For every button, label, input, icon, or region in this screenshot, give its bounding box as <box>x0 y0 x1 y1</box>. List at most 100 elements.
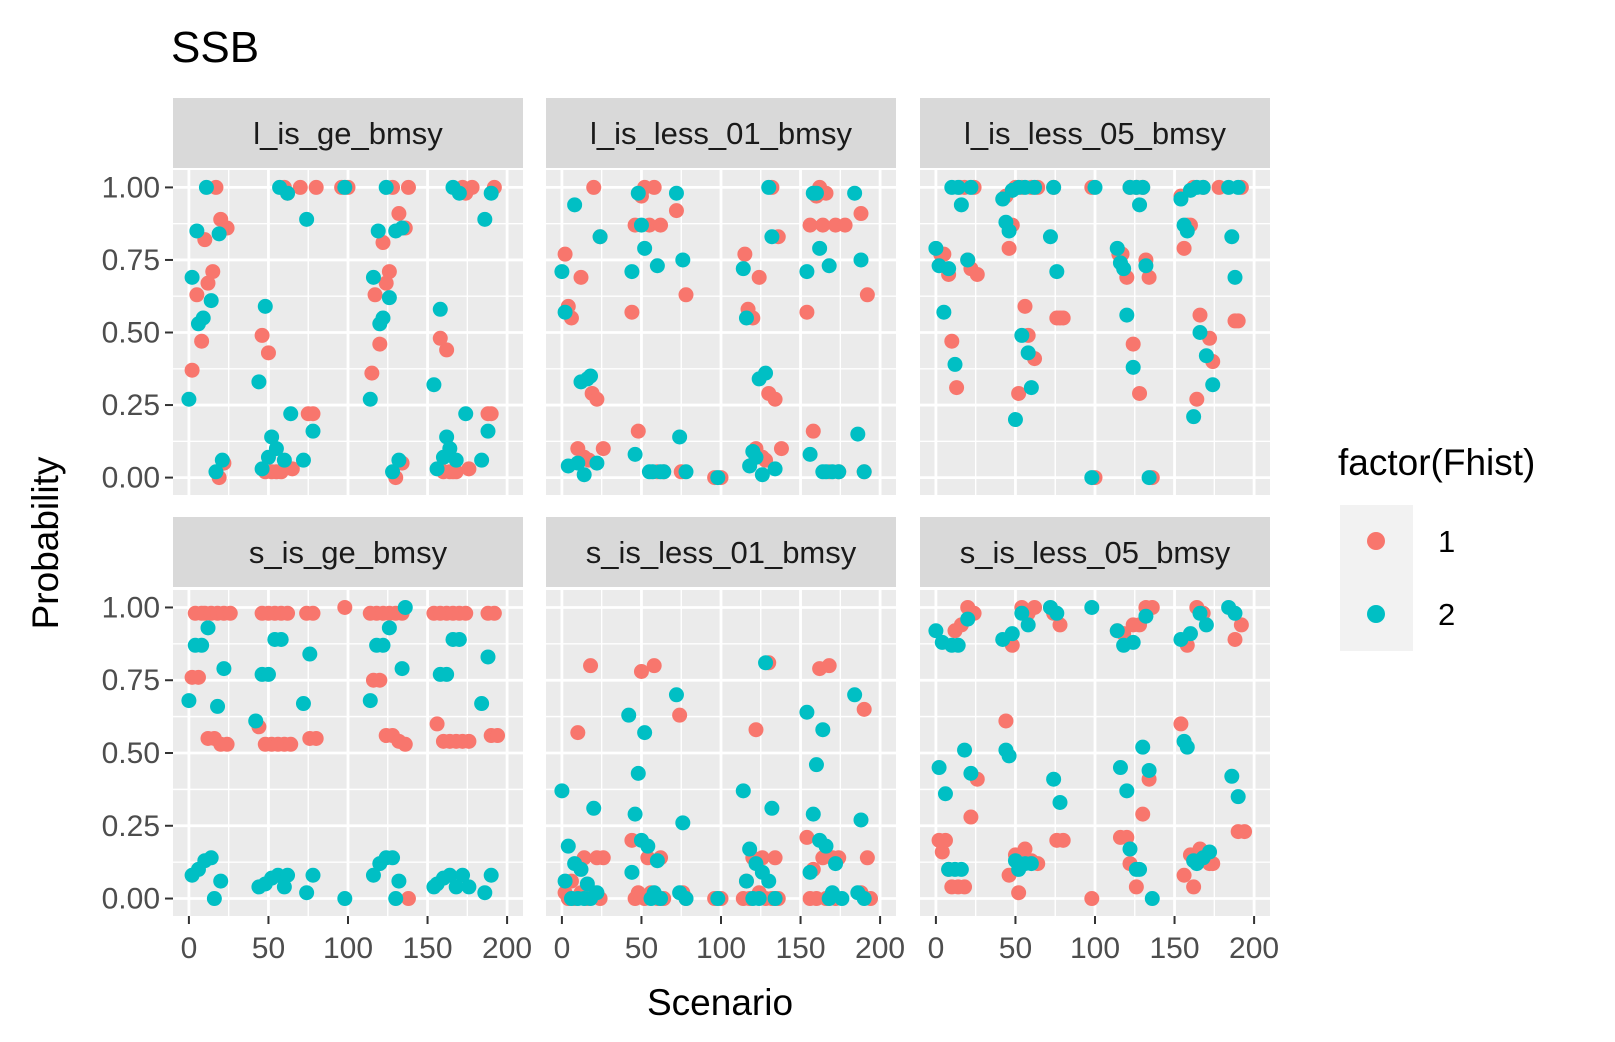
data-point <box>630 423 646 439</box>
data-point <box>302 646 318 662</box>
data-point <box>649 258 665 274</box>
data-point <box>1042 229 1058 245</box>
data-point <box>194 333 210 349</box>
x-tick-label: 100 <box>323 932 373 965</box>
data-point <box>1011 885 1027 901</box>
facet-panel-s_is_less_01_bmsy: s_is_less_01_bmsy 0 50 100 150 200 <box>546 517 905 965</box>
data-point <box>1192 325 1208 340</box>
data-point <box>364 365 380 381</box>
data-point <box>1004 626 1020 642</box>
data-point <box>937 786 953 802</box>
facet-strip-label: l_is_ge_bmsy <box>253 116 443 151</box>
data-point <box>627 806 643 822</box>
data-point <box>1205 377 1221 393</box>
data-point <box>381 264 397 280</box>
data-point <box>1176 240 1192 256</box>
data-point <box>375 310 391 326</box>
data-point <box>799 704 815 720</box>
data-point <box>283 736 299 752</box>
data-point <box>953 861 969 877</box>
data-point <box>630 765 646 781</box>
facet-strip <box>173 517 523 587</box>
data-point <box>1237 824 1253 840</box>
data-point <box>1052 794 1068 810</box>
data-point <box>362 391 378 407</box>
x-tick-label: 50 <box>252 932 285 965</box>
data-point <box>375 235 391 251</box>
data-point <box>672 707 688 723</box>
data-point <box>735 783 751 799</box>
y-tick-label: 0.25 <box>102 810 160 843</box>
y-tick-label: 0.75 <box>102 664 160 697</box>
data-point <box>748 722 764 738</box>
data-point <box>400 179 416 195</box>
facet-strip-label: l_is_less_01_bmsy <box>590 116 852 151</box>
data-point <box>672 429 688 445</box>
series-2 <box>928 179 1246 486</box>
data-point <box>595 850 611 866</box>
data-point <box>381 620 397 636</box>
data-point <box>937 832 953 848</box>
data-point <box>464 179 480 195</box>
facet-strip <box>546 517 896 587</box>
data-point <box>821 258 837 274</box>
data-point <box>560 838 576 854</box>
data-point <box>1017 298 1033 314</box>
data-point <box>751 269 767 285</box>
data-point <box>365 269 381 285</box>
data-point <box>190 669 206 685</box>
data-point <box>194 637 210 653</box>
data-point <box>1233 617 1249 633</box>
data-point <box>1198 617 1214 633</box>
data-point <box>305 867 321 883</box>
data-point <box>394 661 410 677</box>
data-point <box>1135 806 1151 822</box>
data-point <box>432 301 448 317</box>
data-point <box>1202 844 1218 860</box>
data-point <box>859 850 875 866</box>
major-gridlines <box>173 170 523 495</box>
legend-key-background <box>1340 505 1413 651</box>
data-point <box>189 287 205 303</box>
data-point <box>570 725 586 741</box>
data-point <box>474 452 490 468</box>
data-point <box>1049 605 1065 621</box>
data-point <box>203 293 219 309</box>
facet-strip-label: l_is_less_05_bmsy <box>964 116 1226 151</box>
data-point <box>486 605 502 621</box>
data-point <box>1046 179 1062 195</box>
data-point <box>280 185 296 201</box>
data-point <box>1132 197 1148 213</box>
data-point <box>337 179 353 195</box>
data-point <box>773 441 789 457</box>
facet-strip <box>920 98 1270 168</box>
data-point <box>451 185 467 201</box>
data-point <box>573 269 589 285</box>
data-point <box>710 891 726 907</box>
data-point <box>461 461 477 477</box>
legend: factor(Fhist) 1 2 <box>1338 442 1535 651</box>
data-point <box>397 599 413 615</box>
data-point <box>1023 856 1039 872</box>
data-point <box>1192 605 1208 621</box>
data-point <box>461 733 477 749</box>
series-2 <box>554 655 872 907</box>
data-point <box>767 461 783 477</box>
data-point <box>442 867 458 883</box>
data-point <box>260 666 276 682</box>
data-point <box>1186 879 1202 895</box>
data-point <box>400 891 416 907</box>
data-point <box>1224 768 1240 784</box>
data-point <box>630 185 646 201</box>
data-point <box>455 867 471 883</box>
data-point <box>268 441 284 457</box>
data-point <box>1227 269 1243 285</box>
data-point <box>280 605 296 621</box>
data-point <box>432 330 448 346</box>
data-point <box>1109 623 1125 639</box>
data-point <box>570 455 586 471</box>
data-point <box>1020 617 1036 633</box>
data-point <box>439 342 455 358</box>
data-point <box>280 867 296 883</box>
data-point <box>748 449 764 465</box>
